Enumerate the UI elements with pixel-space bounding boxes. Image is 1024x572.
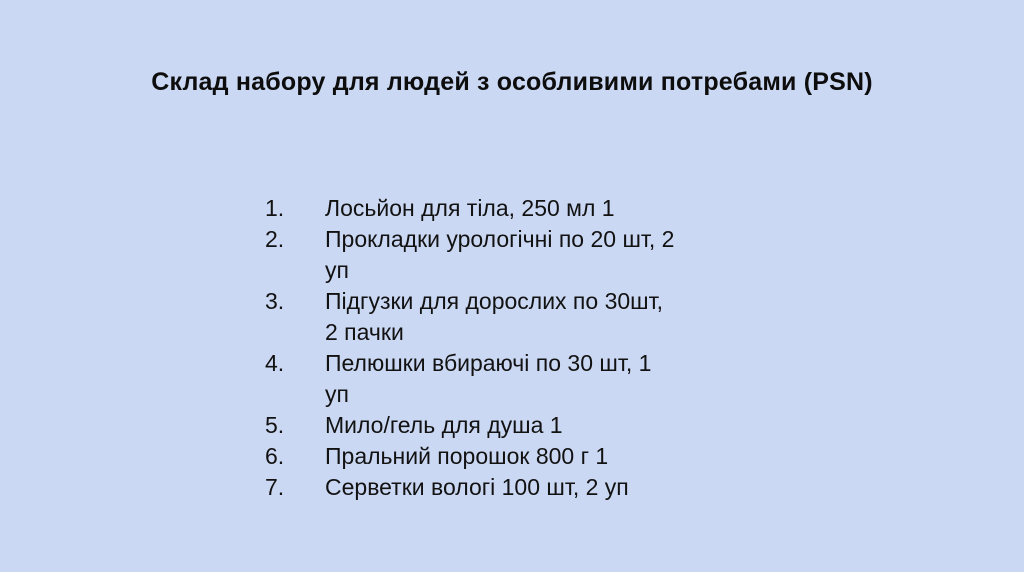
list-item-line: Лосьйон для тіла, 250 мл 1 (325, 195, 615, 221)
list-item-line: Серветки вологі 100 шт, 2 уп (325, 474, 629, 500)
list-item-line: Прокладки урологічні по 20 шт, 2 (325, 226, 675, 252)
list-item: 2. Прокладки урологічні по 20 шт, 2 уп (265, 224, 735, 286)
list-item: 7. Серветки вологі 100 шт, 2 уп (265, 472, 735, 503)
list-item-text: Серветки вологі 100 шт, 2 уп (325, 472, 725, 503)
list-item-number: 1. (265, 195, 285, 221)
list-item-number: 6. (265, 443, 285, 469)
list-item: 6. Пральний порошок 800 г 1 (265, 441, 735, 472)
list-item-text: Пральний порошок 800 г 1 (325, 441, 725, 472)
list-item-number: 5. (265, 412, 285, 438)
list-item: 3. Підгузки для дорослих по 30шт, 2 пачки (265, 286, 735, 348)
page-title: Склад набору для людей з особливими потр… (151, 68, 873, 96)
list-item-text: Лосьйон для тіла, 250 мл 1 (325, 193, 725, 224)
list-item-number: 3. (265, 288, 285, 314)
list-item-line: 2 пачки (325, 319, 404, 345)
list-item-text: Підгузки для дорослих по 30шт, 2 пачки (325, 286, 725, 348)
list-item: 4. Пелюшки вбираючі по 30 шт, 1 уп (265, 348, 735, 410)
list-item-text: Пелюшки вбираючі по 30 шт, 1 уп (325, 348, 725, 410)
list-item: 5. Мило/гель для душа 1 (265, 410, 735, 441)
list-item-text: Мило/гель для душа 1 (325, 410, 725, 441)
list-item-line: Мило/гель для душа 1 (325, 412, 563, 438)
list-item-line: уп (325, 257, 349, 283)
list-item-number: 7. (265, 474, 285, 500)
list-item-line: Підгузки для дорослих по 30шт, (325, 288, 663, 314)
list-item-number: 2. (265, 226, 285, 252)
list-item: 1. Лосьйон для тіла, 250 мл 1 (265, 193, 735, 224)
list-item-line: уп (325, 381, 349, 407)
list-item-text: Прокладки урологічні по 20 шт, 2 уп (325, 224, 725, 286)
list-item-number: 4. (265, 350, 285, 376)
list-item-line: Пральний порошок 800 г 1 (325, 443, 609, 469)
numbered-list: 1. Лосьйон для тіла, 250 мл 1 2. Прокладки … (265, 193, 735, 503)
list-item-line: Пелюшки вбираючі по 30 шт, 1 (325, 350, 652, 376)
